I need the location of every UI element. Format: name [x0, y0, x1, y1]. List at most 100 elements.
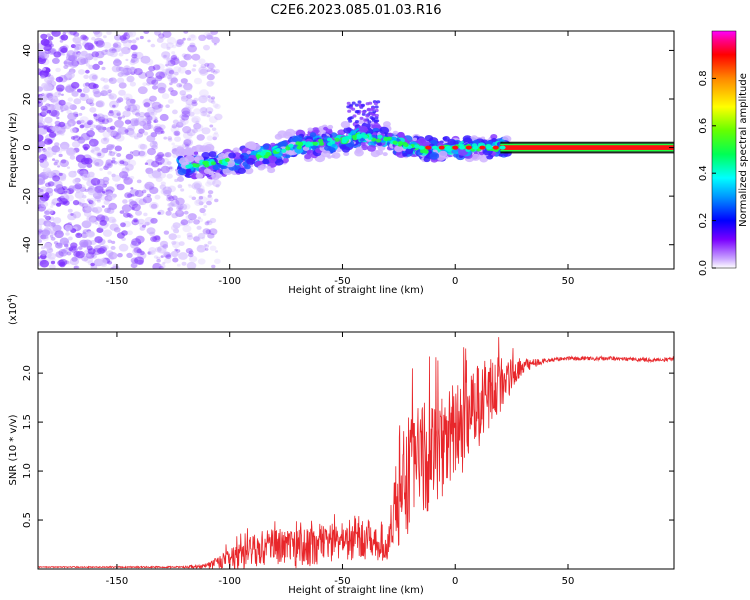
spectrogram-speckle: [70, 136, 76, 140]
spectrogram-speckle: [153, 119, 159, 123]
spectrogram-speckle: [166, 207, 171, 211]
spectrogram-speckle: [156, 256, 161, 260]
spectrogram-speckle: [88, 138, 99, 147]
spectrogram-speckle: [73, 98, 82, 105]
spectrogram-speckle: [44, 210, 50, 215]
spectrogram-speckle: [189, 42, 196, 48]
spectrogram-speckle: [79, 124, 85, 129]
spectrogram-speckle: [138, 128, 145, 134]
spectrogram-speckle: [38, 115, 44, 123]
spectrogram-ridge-blob: [307, 127, 313, 132]
spectrogram-speckle: [96, 214, 106, 222]
spectrogram-speckle: [67, 208, 73, 213]
spectrogram-speckle: [132, 218, 140, 225]
spectrogram-speckle: [191, 99, 197, 104]
spectrogram-speckle: [57, 230, 63, 235]
spectrogram-speckle: [58, 172, 63, 176]
spectrogram-speckle: [74, 48, 79, 52]
spectrogram-speckle: [40, 250, 48, 256]
spectrogram-speckle: [123, 177, 133, 185]
spectrogram-spur-blob: [351, 101, 356, 105]
spectrogram-speckle: [206, 73, 215, 81]
spectrogram-speckle: [83, 255, 94, 263]
snr-y-ticks: 0.5 1.0 1.5 2.0: [22, 365, 674, 528]
spectrogram-speckle: [118, 82, 127, 89]
spectrogram-speckle: [91, 51, 100, 58]
spectrogram-speckle: [159, 240, 169, 248]
spectrogram-speckle: [178, 120, 186, 127]
spectrogram-speckle: [129, 175, 135, 180]
spectrogram-speckle: [65, 232, 70, 236]
spectrogram-speckle: [135, 210, 142, 216]
spectrogram-speckle: [71, 81, 80, 89]
spectrogram-speckle: [80, 106, 86, 111]
spectrogram-speckle: [212, 103, 219, 108]
spectrogram-speckle: [56, 148, 63, 154]
spectrogram-speckle: [146, 76, 157, 85]
spectrogram-speckle: [165, 68, 172, 74]
spectrogram-ridge-core: [185, 164, 191, 169]
spectrogram-speckle: [129, 118, 140, 127]
spectrogram-speckle: [123, 212, 130, 218]
spectrogram-band-dot: [425, 145, 432, 150]
spectrogram-speckle: [62, 200, 70, 206]
spectrogram-speckle: [197, 187, 202, 191]
spectrogram-speckle: [170, 90, 178, 97]
spectrogram-speckle: [46, 109, 52, 114]
spectrogram-speckle: [129, 151, 134, 154]
spectrogram-speckle: [100, 137, 110, 145]
spectrogram-speckle: [207, 194, 212, 198]
spectrogram-speckle: [143, 131, 149, 136]
snr-x-tick-label: -50: [334, 576, 350, 587]
spectrogram-ridge-blob: [250, 151, 257, 156]
spectrogram-speckle: [126, 213, 132, 218]
spectrogram-speckle: [121, 167, 130, 174]
spectrogram-speckle: [54, 186, 64, 194]
spectrogram-speckle: [166, 254, 171, 258]
spectrogram-speckle: [192, 64, 197, 67]
spectrogram-speckle: [163, 54, 167, 58]
spectrogram-ridge-blob: [212, 164, 221, 171]
spectrogram-band-dot: [506, 145, 513, 150]
spectrogram-x-ticks: -150 -100 -50 0 50: [106, 31, 574, 287]
spectrogram-ridge-blob: [185, 168, 192, 173]
spectrogram-speckle: [175, 197, 185, 206]
spectrogram-speckle: [186, 235, 194, 240]
spectrogram-ridge-blob: [350, 130, 356, 135]
spectrogram-speckle: [198, 188, 206, 194]
spectrogram-speckle: [176, 208, 183, 214]
spectrogram-speckle: [79, 116, 89, 124]
spectrogram-speckle: [168, 75, 177, 83]
spectrogram-ridge-blob: [339, 144, 347, 150]
spectrogram-speckle: [147, 171, 158, 179]
spectrogram-speckle: [111, 157, 116, 161]
spectrogram-speckle: [103, 84, 110, 90]
spectrogram-speckle: [111, 240, 116, 244]
spectrogram-speckle: [50, 260, 56, 265]
spectrogram-speckle: [121, 158, 131, 166]
spectrogram-speckle: [127, 159, 137, 167]
spectrogram-speckle: [112, 174, 121, 182]
spectrogram-speckle: [164, 257, 172, 264]
spectrogram-speckle: [157, 211, 161, 215]
spectrogram-speckle: [198, 196, 208, 204]
spectrogram-speckle: [180, 78, 188, 84]
spectrogram-ridge-core: [420, 149, 426, 154]
spectrogram-speckle: [162, 31, 172, 38]
spectrogram-speckle: [130, 71, 136, 75]
colorbar-tick-label: 0.6: [698, 118, 709, 134]
spectrogram-speckle: [160, 165, 170, 174]
spectrogram-speckle: [64, 260, 70, 265]
spectrogram-speckle: [43, 214, 47, 218]
spectrogram-speckle: [194, 199, 203, 206]
spectrogram-speckle: [106, 31, 112, 35]
spectrogram-x-tick-label: -50: [334, 276, 350, 287]
spectrogram-speckle: [95, 40, 105, 48]
spectrogram-ridge-blob: [423, 156, 431, 163]
spectrogram-speckle: [130, 194, 135, 197]
spectrogram-speckle: [132, 217, 139, 223]
spectrogram-speckle: [134, 135, 140, 140]
spectrogram-speckle: [118, 243, 129, 252]
spectrogram-speckle: [165, 210, 172, 216]
spectrogram-speckle: [181, 261, 187, 266]
